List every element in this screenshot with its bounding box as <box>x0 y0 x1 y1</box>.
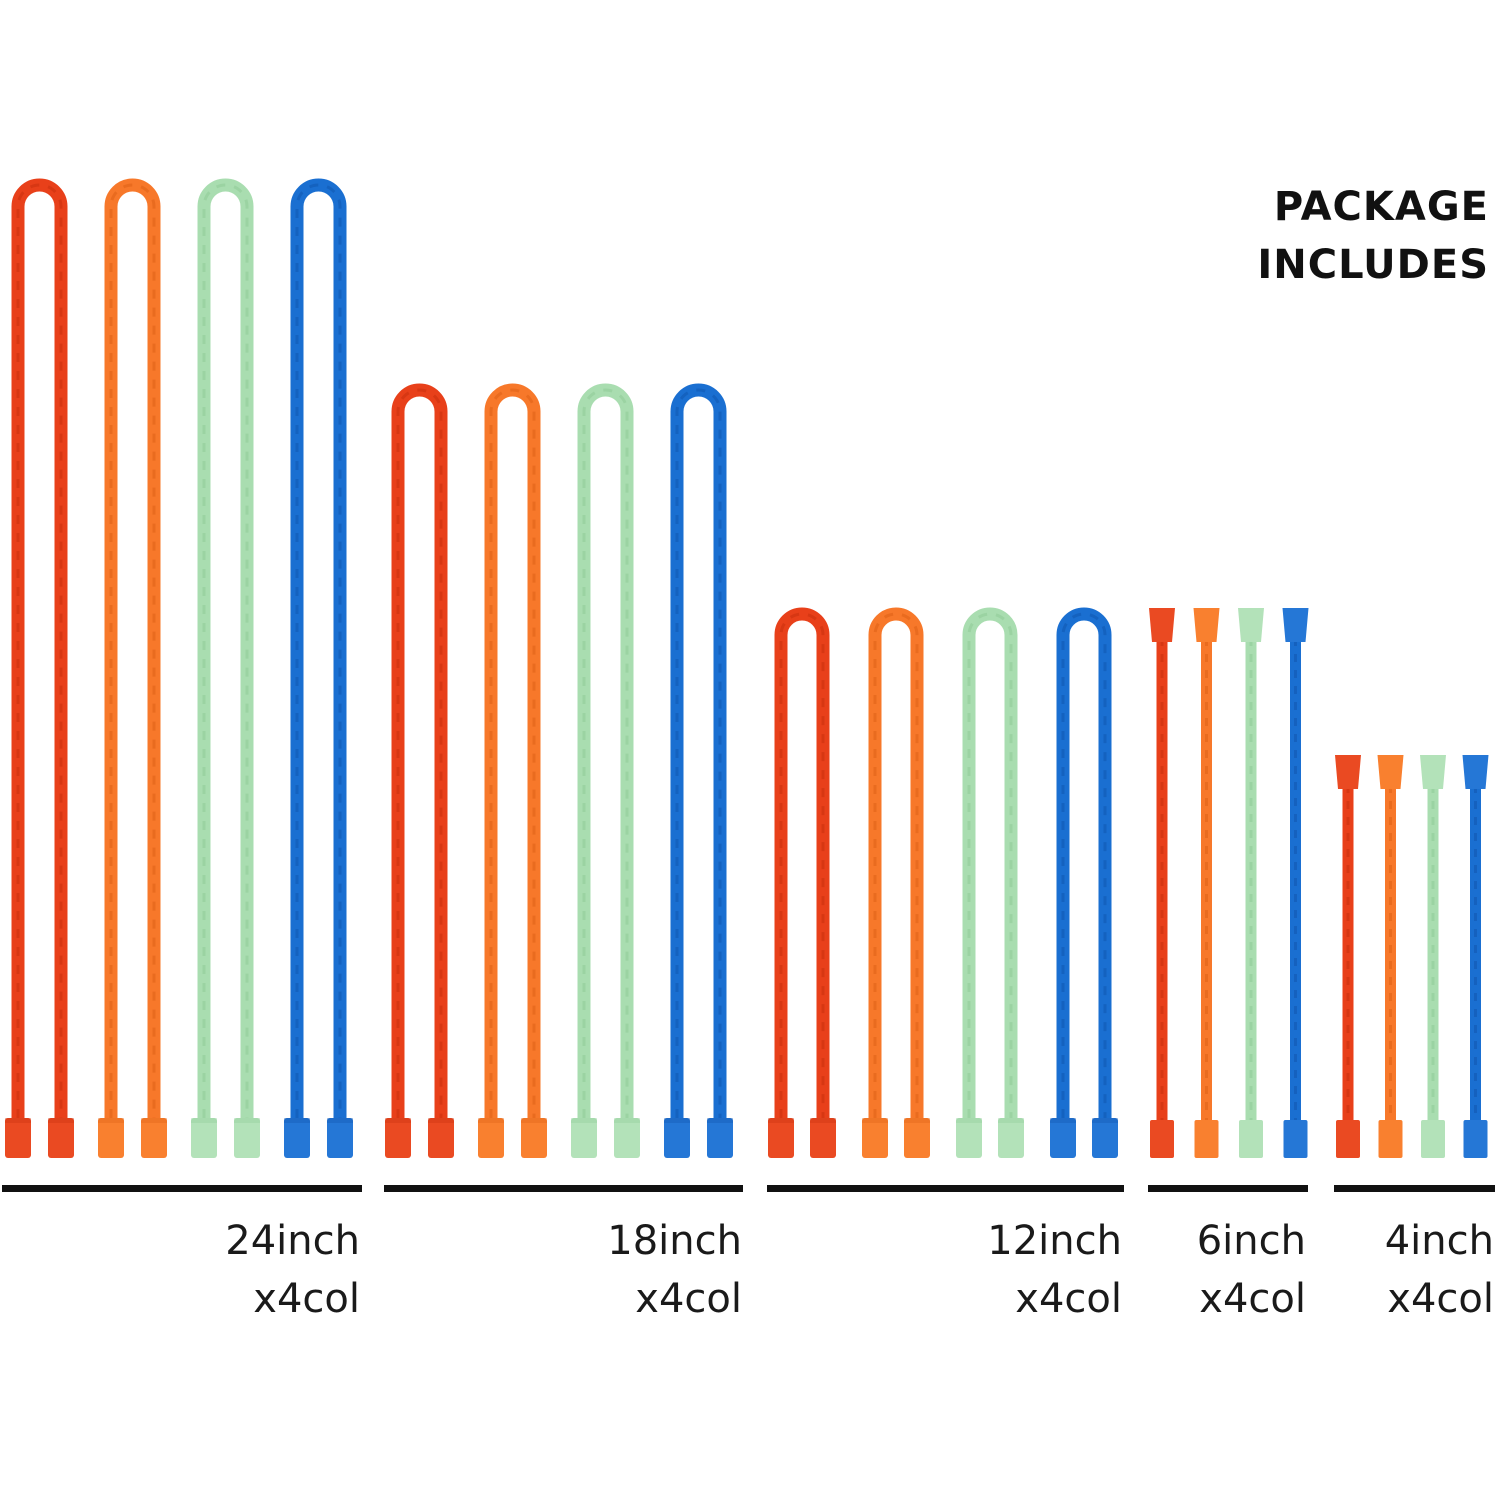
twist-tie-green <box>956 607 1024 1158</box>
group-label-18inch: 18inch x4col <box>384 1212 742 1328</box>
divider-12inch <box>767 1185 1124 1192</box>
tie-group-18inch <box>385 383 733 1158</box>
twist-tie-blue <box>284 178 353 1158</box>
size-label: 12inch <box>987 1218 1122 1264</box>
size-label: 6inch <box>1196 1218 1306 1264</box>
tie-group-4inch <box>1335 755 1489 1158</box>
size-label: 24inch <box>225 1218 360 1264</box>
twist-tie-red <box>5 178 74 1158</box>
twist-tie-blue <box>664 383 733 1158</box>
divider-18inch <box>384 1185 743 1192</box>
twist-tie-orange <box>1193 608 1220 1158</box>
twist-tie-green <box>191 178 260 1158</box>
divider-6inch <box>1148 1185 1308 1192</box>
twist-tie-green <box>1238 608 1264 1158</box>
count-label: x4col <box>1015 1276 1122 1322</box>
twist-tie-orange <box>478 383 547 1158</box>
group-label-4inch: 4inch x4col <box>1334 1212 1494 1328</box>
twist-tie-blue <box>1462 755 1489 1158</box>
count-label: x4col <box>1199 1276 1306 1322</box>
size-label: 18inch <box>607 1218 742 1264</box>
twist-tie-red <box>768 607 836 1158</box>
twist-tie-orange <box>862 607 930 1158</box>
group-label-6inch: 6inch x4col <box>1148 1212 1306 1328</box>
size-label: 4inch <box>1384 1218 1494 1264</box>
tie-group-24inch <box>5 178 353 1158</box>
twist-tie-red <box>385 383 454 1158</box>
twist-tie-red <box>1149 608 1175 1158</box>
group-label-12inch: 12inch x4col <box>767 1212 1122 1328</box>
divider-4inch <box>1334 1185 1495 1192</box>
twist-tie-orange <box>98 178 167 1158</box>
twist-tie-red <box>1335 755 1361 1158</box>
twist-tie-blue <box>1282 608 1309 1158</box>
count-label: x4col <box>253 1276 360 1322</box>
twist-tie-green <box>1420 755 1446 1158</box>
count-label: x4col <box>1387 1276 1494 1322</box>
heading-line-2: INCLUDES <box>1257 242 1489 288</box>
group-label-24inch: 24inch x4col <box>2 1212 360 1328</box>
count-label: x4col <box>635 1276 742 1322</box>
tie-group-12inch <box>768 607 1118 1158</box>
twist-tie-blue <box>1050 607 1118 1158</box>
package-includes-heading: PACKAGE INCLUDES <box>1257 178 1489 294</box>
twist-tie-green <box>571 383 640 1158</box>
divider-24inch <box>2 1185 362 1192</box>
heading-line-1: PACKAGE <box>1273 184 1489 230</box>
tie-group-6inch <box>1149 608 1309 1158</box>
twist-tie-orange <box>1377 755 1404 1158</box>
